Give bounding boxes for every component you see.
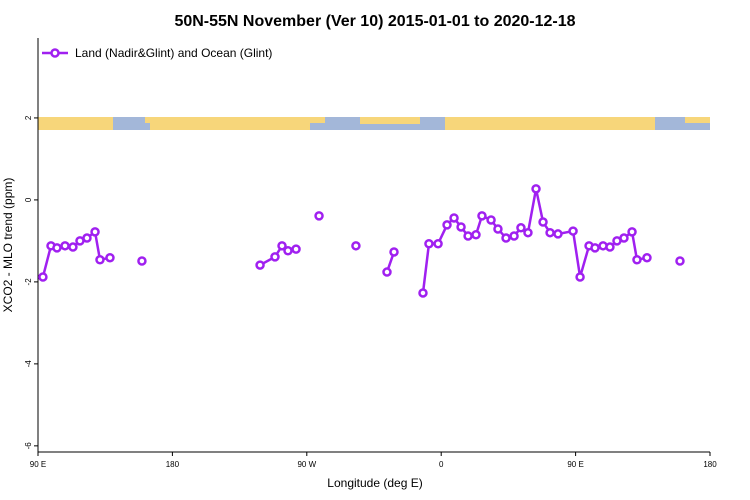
x-tick-label: 180 [166,460,180,469]
point [291,244,301,254]
x-tick-label: 180 [703,460,717,469]
point [68,242,78,252]
point [486,215,496,225]
point [477,211,487,221]
point [463,231,473,241]
point [52,243,62,253]
y-tick-label: -4 [24,360,33,368]
point [509,231,519,241]
point [632,255,642,265]
point [38,272,48,282]
point [471,230,481,240]
point [418,288,428,298]
point [283,245,293,256]
point [137,256,147,266]
point [90,227,100,237]
point [531,184,541,194]
point [105,252,115,263]
point [314,211,324,221]
y-tick-label: -6 [24,442,33,450]
point [389,247,399,257]
legend-label: Land (Nadir&Glint) and Ocean (Glint) [75,46,272,60]
point [382,267,392,277]
land-ocean-strip [38,117,710,130]
point [270,252,280,262]
point [627,227,637,237]
point [449,213,459,223]
point [255,260,265,270]
point [60,241,70,251]
point [675,256,685,266]
x-axis-label: Longitude (deg E) [327,476,422,490]
point [545,227,555,238]
point [442,220,452,230]
y-tick-label: 2 [24,115,33,120]
point [433,239,443,249]
x-tick-label: 90 W [297,460,316,469]
y-tick-label: -2 [24,278,33,286]
y-axis-label: XCO2 - MLO trend (ppm) [1,178,15,313]
chart-title: 50N-55N November (Ver 10) 2015-01-01 to … [174,13,575,30]
x-tick-label: 90 E [567,460,583,469]
point [82,233,92,243]
point [501,233,511,243]
point [95,255,105,265]
point [493,224,503,234]
point [619,233,629,243]
point [351,241,361,251]
point [538,217,548,227]
point [424,239,434,249]
point [605,242,615,252]
x-tick-label: 0 [439,460,444,469]
point [568,226,578,236]
point [590,243,600,253]
point [456,222,466,232]
point [553,229,563,239]
y-tick-label: 0 [24,197,33,202]
legend-marker [50,48,60,58]
point [277,241,287,251]
x-tick-label: 90 E [30,460,46,469]
point [642,252,652,263]
point [575,272,585,282]
point [523,227,533,238]
point [516,223,526,233]
